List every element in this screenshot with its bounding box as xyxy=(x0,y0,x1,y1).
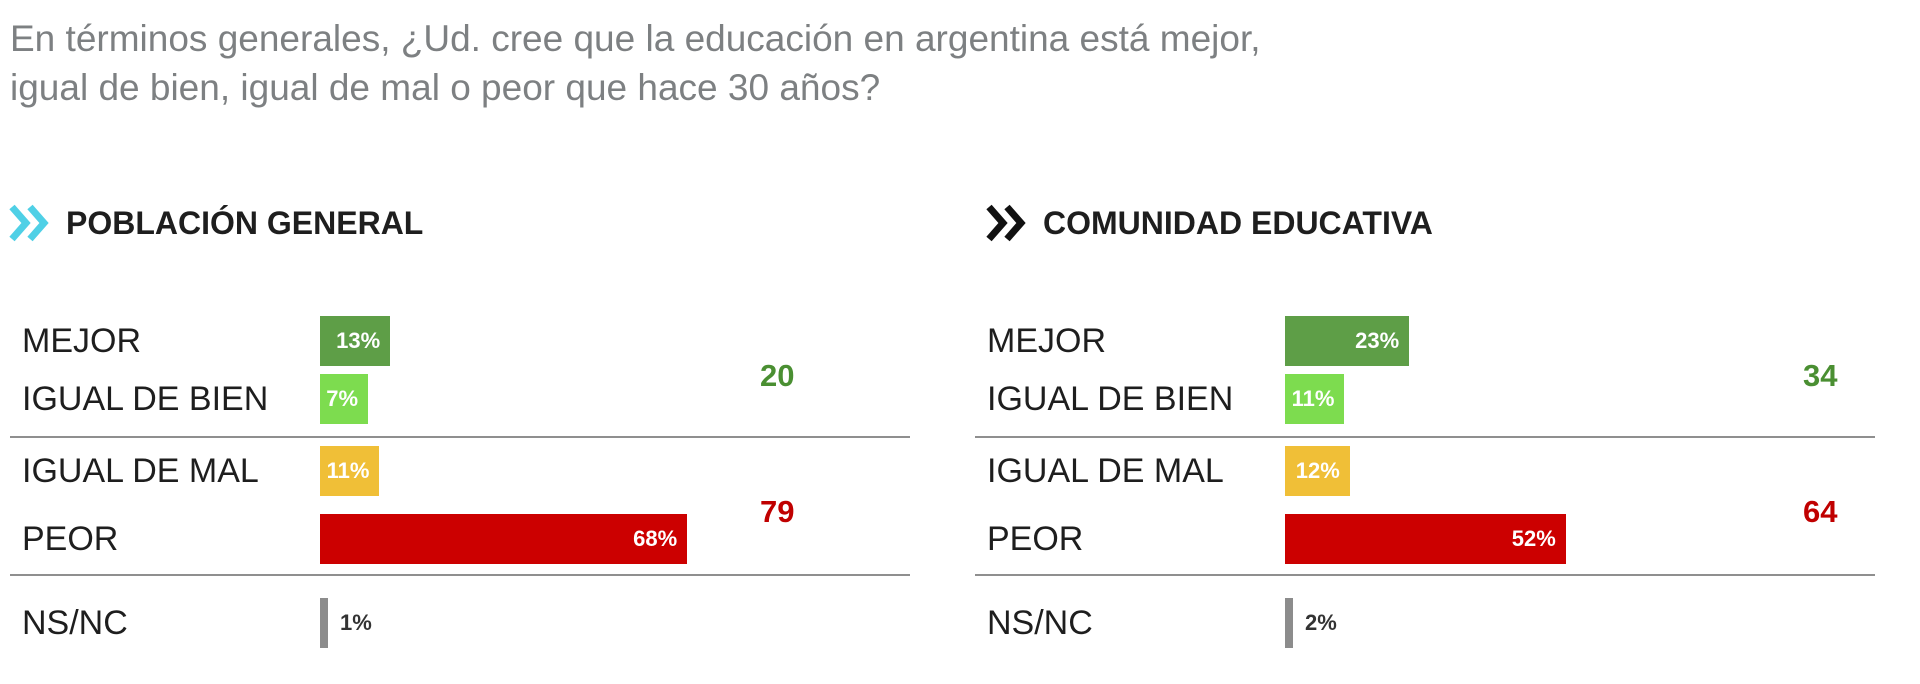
value-label: 11% xyxy=(1291,386,1335,411)
category-label: PEOR xyxy=(987,520,1084,558)
question-text: En términos generales, ¿Ud. cree que la … xyxy=(10,14,1570,112)
bar-mejor: 13% xyxy=(320,316,391,366)
total-positive: 20 xyxy=(760,358,795,393)
category-label: IGUAL DE MAL xyxy=(987,452,1224,490)
panel-title-text: COMUNIDAD EDUCATIVA xyxy=(1043,204,1433,241)
bar-mejor: 23% xyxy=(1285,316,1410,366)
value-label: 1% xyxy=(340,610,372,635)
value-label: 13% xyxy=(336,328,381,353)
bar-igual-de-mal: 12% xyxy=(1285,446,1350,496)
bar-ns-nc xyxy=(1285,598,1293,648)
bar-row-mejor: MEJOR 13% xyxy=(10,316,910,366)
total-negative: 79 xyxy=(760,494,795,529)
value-label: 52% xyxy=(1511,526,1556,551)
category-label: MEJOR xyxy=(22,322,141,360)
total-negative: 64 xyxy=(1803,494,1838,529)
panel-comunidad-educativa: COMUNIDAD EDUCATIVA MEJOR 23% IGUAL DE BIE… xyxy=(965,200,1905,670)
group-divider xyxy=(975,574,1875,576)
value-label: 11% xyxy=(326,458,370,483)
category-label: IGUAL DE BIEN xyxy=(22,380,269,418)
value-label: 68% xyxy=(633,526,678,551)
double-chevron-icon xyxy=(985,203,1031,243)
panel-title: COMUNIDAD EDUCATIVA xyxy=(985,200,1433,246)
bar-row-peor: PEOR 68% xyxy=(10,514,910,564)
category-label: IGUAL DE MAL xyxy=(22,452,259,490)
bar-row-mejor: MEJOR 23% xyxy=(975,316,1875,366)
value-label: 23% xyxy=(1355,328,1400,353)
category-label: PEOR xyxy=(22,520,119,558)
panel-poblacion-general: POBLACIÓN GENERAL MEJOR 13% IGUAL DE BIEN 7… xyxy=(0,200,940,670)
group-divider xyxy=(975,436,1875,438)
bar-row-igual-de-mal: IGUAL DE MAL 11% xyxy=(10,446,910,496)
double-chevron-icon xyxy=(8,203,54,243)
bar-igual-de-bien: 7% xyxy=(320,374,368,424)
bar-row-igual-de-bien: IGUAL DE BIEN 11% xyxy=(975,374,1875,424)
category-label: MEJOR xyxy=(987,322,1106,360)
category-label: NS/NC xyxy=(987,604,1093,642)
category-label: NS/NC xyxy=(22,604,128,642)
bar-ns-nc xyxy=(320,598,328,648)
bar-row-ns-nc: NS/NC 2% xyxy=(975,598,1875,648)
group-divider xyxy=(10,574,910,576)
bar-peor: 68% xyxy=(320,514,688,564)
total-positive: 34 xyxy=(1803,358,1838,393)
bar-igual-de-bien: 11% xyxy=(1285,374,1345,424)
bar-igual-de-mal: 11% xyxy=(320,446,380,496)
category-label: IGUAL DE BIEN xyxy=(987,380,1234,418)
question-line-1: En términos generales, ¿Ud. cree que la … xyxy=(10,18,1261,59)
question-line-2: igual de bien, igual de mal o peor que h… xyxy=(10,67,881,108)
panel-title-text: POBLACIÓN GENERAL xyxy=(66,204,424,241)
bar-row-peor: PEOR 52% xyxy=(975,514,1875,564)
value-label: 2% xyxy=(1305,610,1337,635)
value-label: 12% xyxy=(1295,458,1340,483)
bar-row-igual-de-mal: IGUAL DE MAL 12% xyxy=(975,446,1875,496)
bar-row-igual-de-bien: IGUAL DE BIEN 7% xyxy=(10,374,910,424)
group-divider xyxy=(10,436,910,438)
panel-title: POBLACIÓN GENERAL xyxy=(8,200,423,246)
bar-row-ns-nc: NS/NC 1% xyxy=(10,598,910,648)
value-label: 7% xyxy=(326,386,358,411)
bar-peor: 52% xyxy=(1285,514,1566,564)
